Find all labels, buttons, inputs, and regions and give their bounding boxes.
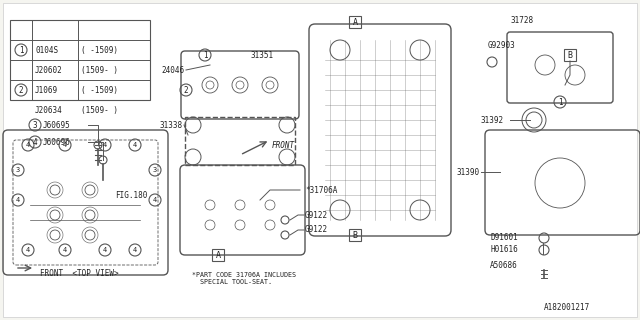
Text: FIG.180: FIG.180 (115, 190, 147, 199)
Text: *PART CODE 31706A INCLUDES
  SPECIAL TOOL-SEAT.: *PART CODE 31706A INCLUDES SPECIAL TOOL-… (192, 272, 296, 285)
Text: H01616: H01616 (490, 245, 518, 254)
Text: 2: 2 (19, 85, 23, 94)
Text: 4: 4 (26, 142, 30, 148)
Text: (1509- ): (1509- ) (81, 106, 118, 115)
Text: A: A (216, 251, 221, 260)
Text: J20634: J20634 (35, 106, 63, 115)
Text: G92903: G92903 (488, 41, 516, 50)
Text: G9122: G9122 (305, 226, 328, 235)
Text: B: B (568, 51, 573, 60)
Text: A: A (353, 18, 358, 27)
Text: 4: 4 (63, 247, 67, 253)
Text: 4: 4 (133, 247, 137, 253)
Text: D91601: D91601 (490, 234, 518, 243)
Text: FRONT  <TOP VIEW>: FRONT <TOP VIEW> (40, 268, 118, 277)
Text: ( -1509): ( -1509) (81, 45, 118, 54)
Text: 31392: 31392 (480, 116, 503, 124)
Text: J20602: J20602 (35, 66, 63, 75)
Text: 4: 4 (16, 197, 20, 203)
Text: 1: 1 (557, 98, 563, 107)
Text: 1: 1 (203, 51, 207, 60)
Text: 4: 4 (103, 247, 107, 253)
Text: 4: 4 (26, 247, 30, 253)
Text: 4: 4 (33, 138, 37, 147)
Text: 3: 3 (153, 167, 157, 173)
Text: 31390: 31390 (457, 167, 480, 177)
Text: 24046: 24046 (162, 66, 185, 75)
Text: A182001217: A182001217 (544, 303, 590, 312)
Text: 4: 4 (63, 142, 67, 148)
Bar (185, 117, 295, 165)
Text: B: B (353, 230, 358, 239)
Bar (349, 229, 361, 241)
Text: 31728: 31728 (510, 15, 533, 25)
Text: ( -1509): ( -1509) (81, 85, 118, 94)
Text: A50686: A50686 (490, 260, 518, 269)
Text: 4: 4 (133, 142, 137, 148)
Text: 4: 4 (153, 197, 157, 203)
Text: 0104S: 0104S (35, 45, 58, 54)
Text: 3: 3 (33, 121, 37, 130)
Text: G9122: G9122 (305, 211, 328, 220)
Text: 4: 4 (103, 142, 107, 148)
Bar (349, 16, 361, 28)
Text: J60695: J60695 (43, 121, 71, 130)
Text: (1509- ): (1509- ) (81, 66, 118, 75)
Text: 31338: 31338 (160, 121, 183, 130)
Text: J1069: J1069 (35, 85, 58, 94)
Text: 31351: 31351 (250, 51, 273, 60)
Text: 1: 1 (19, 45, 23, 54)
Text: J60696: J60696 (43, 138, 71, 147)
Text: 3: 3 (16, 167, 20, 173)
Text: FRONT: FRONT (272, 140, 295, 149)
Text: *31706A: *31706A (305, 186, 337, 195)
Bar (212, 249, 224, 261)
Text: 2: 2 (184, 85, 188, 94)
Bar (564, 49, 576, 61)
Bar (10, 20, 150, 100)
